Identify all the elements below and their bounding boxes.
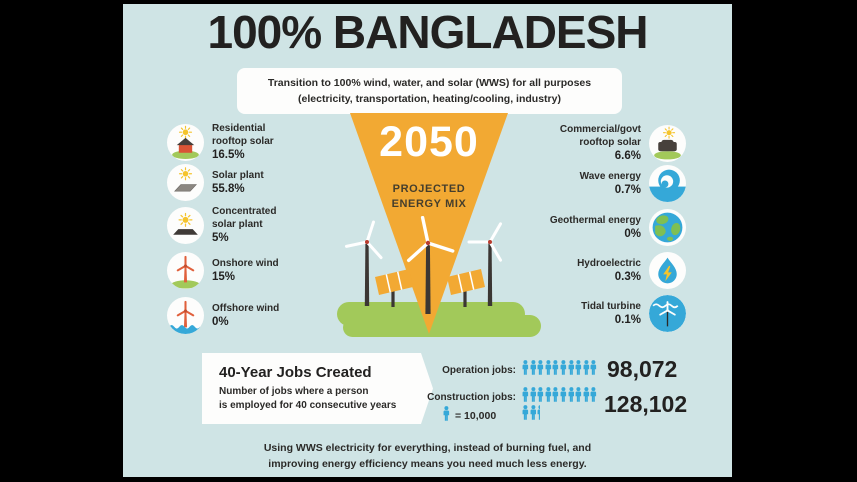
- energy-item-tidal-turbine: Tidal turbine 0.1%: [453, 295, 686, 332]
- construction-jobs-pictograph-row1: [522, 387, 598, 402]
- energy-item-solar-plant: Solar plant 55.8%: [167, 164, 264, 201]
- energy-item-onshore-wind: Onshore wind 15%: [167, 252, 279, 289]
- subtitle-box: Transition to 100% wind, water, and sola…: [237, 68, 622, 114]
- turbines-illustration: [344, 216, 502, 314]
- energy-item-concentrated-solar-plant: Concentrated solar plant 5%: [167, 206, 276, 244]
- operation-jobs-value: 98,072: [607, 356, 678, 382]
- wind-turbine-right: [467, 222, 502, 306]
- energy-item-wave-energy: Wave energy 0.7%: [453, 165, 686, 202]
- jobs-banner: 40-Year Jobs Created Number of jobs wher…: [202, 353, 433, 424]
- pictograph-legend: = 10,000: [455, 410, 497, 422]
- onshore-wind-icon: [167, 252, 204, 289]
- operation-jobs-pictograph: [522, 360, 598, 375]
- page-title: 100% BANGLADESH: [207, 6, 649, 58]
- geothermal-energy-icon: [649, 209, 686, 246]
- year-label: 2050: [379, 118, 479, 166]
- energy-item-offshore-wind: Offshore wind 0%: [167, 297, 279, 334]
- energy-mix-label: PROJECTED ENERGY MIX: [391, 183, 467, 211]
- person-legend-icon: [443, 406, 451, 421]
- jobs-title: 40-Year Jobs Created: [219, 364, 372, 381]
- wind-turbine-center: [406, 216, 455, 314]
- construction-jobs-value: 128,102: [604, 391, 688, 417]
- energy-item-geothermal-energy: Geothermal energy 0%: [453, 209, 686, 246]
- wave-energy-icon: [649, 165, 686, 202]
- offshore-wind-icon: [167, 297, 204, 334]
- energy-item-commercial-rooftop-solar: Commercial/govt rooftop solar 6.6%: [453, 124, 686, 162]
- commercial-rooftop-solar-icon: [649, 124, 686, 162]
- solar-plant-icon: [167, 164, 204, 201]
- footer-note: Using WWS electricity for everything, in…: [263, 442, 592, 470]
- infographic-canvas: 100% BANGLADESH Transition to 100% wind,…: [123, 4, 732, 477]
- jobs-description: Number of jobs where a person is employe…: [219, 386, 397, 411]
- construction-jobs-pictograph-row2: [522, 405, 541, 420]
- energy-item-residential-rooftop-solar: Residential rooftop solar 16.5%: [167, 123, 274, 161]
- solar-panel-array-right: [447, 269, 485, 307]
- residential-rooftop-solar-icon: [167, 123, 204, 161]
- solar-panel-array-left: [375, 269, 413, 307]
- tidal-turbine-icon: [649, 295, 686, 332]
- hydroelectric-icon: [649, 252, 686, 289]
- operation-jobs-label: Operation jobs:: [442, 365, 516, 376]
- energy-item-hydroelectric: Hydroelectric 0.3%: [453, 252, 686, 289]
- concentrated-solar-plant-icon: [167, 206, 204, 244]
- construction-jobs-label: Construction jobs:: [427, 392, 516, 403]
- wind-turbine-left: [344, 220, 383, 306]
